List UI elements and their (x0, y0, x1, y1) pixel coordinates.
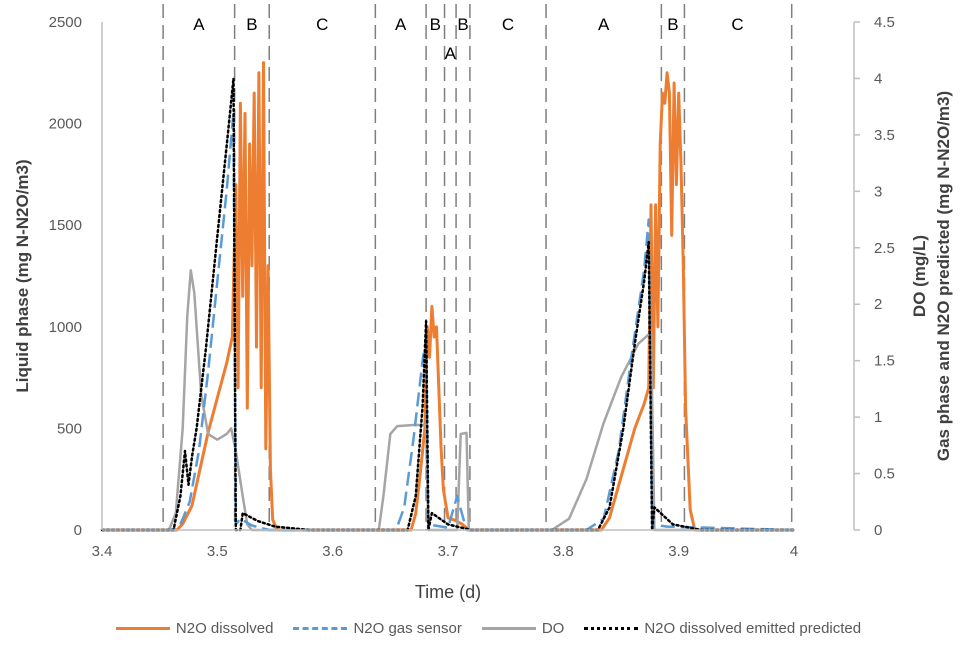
left-y-axis-title: Liquid phase (mg N-N2O/m3) (13, 159, 32, 392)
x-tick-label: 4 (790, 543, 798, 560)
series-n2o-dissolved-emitted-predicted (100, 77, 796, 532)
legend-label: N2O gas sensor (353, 620, 462, 637)
left-y-tick-label: 1000 (49, 319, 82, 336)
right-y-tick-label: 2 (874, 296, 882, 313)
series-n2o-gas-sensor (102, 111, 795, 532)
x-tick-label: 3.5 (207, 543, 228, 560)
legend-label: N2O dissolved emitted predicted (644, 620, 862, 637)
legend-item-n2o-gas-sensor: N2O gas sensor (293, 620, 462, 637)
series-n2o-dissolved (102, 61, 794, 532)
legend-swatch-dotted-black (584, 627, 639, 630)
phase-label: A (445, 44, 457, 63)
x-tick-label: 3.4 (92, 543, 113, 560)
right-y-tick-label: 4.5 (874, 14, 895, 31)
legend-label: N2O dissolved (175, 620, 274, 637)
right-y-tick-labels: 0 0.5 1 1.5 2 2.5 3 3.5 4 4.5 (854, 14, 895, 539)
phase-label: B (667, 15, 678, 34)
phase-label: A (598, 15, 610, 34)
x-tick-label: 3.9 (668, 543, 689, 560)
legend-swatch-solid-orange (115, 627, 170, 630)
phase-labels: A B C A BAB C A B C (193, 15, 743, 63)
left-y-tick-label: 2000 (49, 116, 82, 133)
legend-item-n2o-emitted-predicted: N2O dissolved emitted predicted (584, 620, 861, 637)
series-do (102, 269, 794, 532)
phase-label: C (502, 15, 514, 34)
right-y-tick-label: 1.5 (874, 353, 895, 370)
chart: A B C A BAB C A B C 3.4 3.5 3.6 3.7 3.8 3.9 4 05001000… (13, 4, 953, 602)
left-y-tick-labels: 0 500 1000 1500 2000 2500 (49, 14, 82, 539)
legend-swatch-dashed-blue (293, 627, 348, 630)
left-y-tick-label: 1500 (49, 217, 82, 234)
right-y-tick-label: 4 (874, 70, 882, 87)
phase-label: A (395, 15, 407, 34)
right-y-axis-title-line1: DO (mg/L) (910, 235, 929, 317)
legend-swatch-solid-gray (481, 627, 536, 630)
right-y-tick-label: 1 (874, 409, 882, 426)
right-y-tick-label: 0.5 (874, 466, 895, 483)
phase-label: B (430, 15, 441, 34)
right-y-tick-label: 0 (874, 522, 882, 539)
phase-label: B (457, 15, 468, 34)
x-tick-label: 3.6 (322, 543, 343, 560)
right-y-tick-label: 2.5 (874, 240, 895, 257)
legend-label: DO (541, 620, 565, 637)
phase-label: B (246, 15, 257, 34)
legend: N2O dissolved N2O gas sensor DO N2O diss… (0, 620, 977, 637)
phase-label: A (193, 15, 205, 34)
right-y-tick-label: 3.5 (874, 127, 895, 144)
x-tick-label: 3.8 (553, 543, 574, 560)
x-tick-label: 3.7 (438, 543, 459, 560)
right-y-tick-label: 3 (874, 183, 882, 200)
phase-label: C (731, 15, 743, 34)
right-y-axis-title-line2: Gas phase and N2O predicted (mg N-N2O/m3… (934, 91, 953, 461)
left-y-tick-label: 500 (57, 420, 82, 437)
legend-item-do: DO (481, 620, 565, 637)
x-tick-labels: 3.4 3.5 3.6 3.7 3.8 3.9 4 (92, 543, 799, 560)
left-y-tick-label: 0 (74, 522, 82, 539)
legend-item-n2o-dissolved: N2O dissolved (115, 620, 274, 637)
phase-label: C (316, 15, 328, 34)
x-axis-title: Time (d) (415, 582, 481, 602)
series-layer (100, 61, 796, 532)
left-y-tick-label: 2500 (49, 14, 82, 31)
